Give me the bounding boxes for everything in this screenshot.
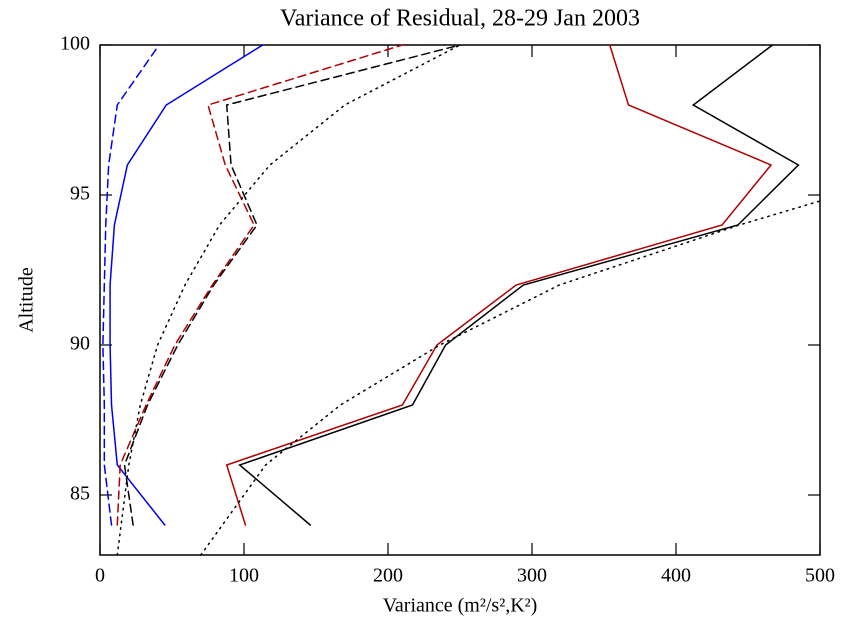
x-tick-label: 0 [95, 565, 105, 587]
x-tick-label: 100 [229, 565, 259, 587]
y-axis-label: Altitude [16, 267, 38, 333]
y-tick-label: 95 [70, 183, 90, 205]
chart-title: Variance of Residual, 28-29 Jan 2003 [280, 6, 640, 32]
profile-line [225, 44, 773, 526]
profile-line [102, 44, 160, 526]
plot-frame [99, 44, 821, 556]
profile-line [109, 44, 264, 526]
profile-line [116, 44, 404, 526]
x-tick-label: 200 [373, 565, 403, 587]
x-axis-label: Variance (m²/s²,K²) [383, 595, 538, 617]
x-tick-label: 500 [805, 565, 835, 587]
y-tick-label: 85 [70, 483, 90, 505]
profile-line [238, 44, 800, 526]
x-tick-label: 400 [661, 565, 691, 587]
y-tick-label: 100 [60, 33, 90, 55]
profile-line [200, 200, 821, 556]
x-tick-label: 300 [517, 565, 547, 587]
profile-line [116, 44, 461, 556]
profile-line [123, 44, 461, 526]
y-tick-label: 90 [70, 333, 90, 355]
